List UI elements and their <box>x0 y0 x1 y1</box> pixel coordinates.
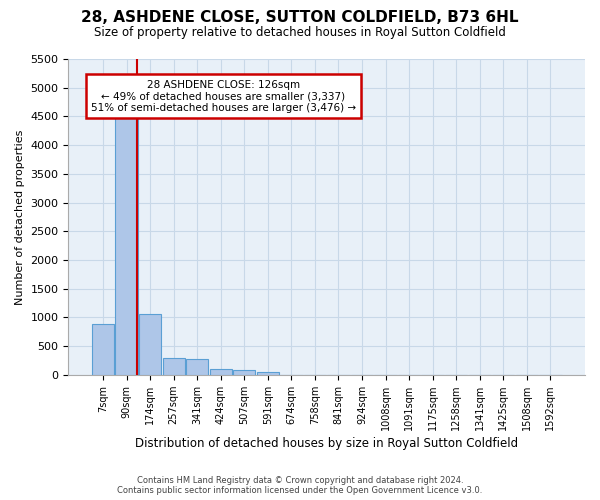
Text: 28, ASHDENE CLOSE, SUTTON COLDFIELD, B73 6HL: 28, ASHDENE CLOSE, SUTTON COLDFIELD, B73… <box>81 10 519 25</box>
Bar <box>233 370 256 375</box>
Bar <box>115 113 138 375</box>
Bar <box>92 324 114 375</box>
Bar <box>163 358 185 375</box>
Bar <box>186 359 208 375</box>
Text: Contains HM Land Registry data © Crown copyright and database right 2024.
Contai: Contains HM Land Registry data © Crown c… <box>118 476 482 495</box>
Text: 28 ASHDENE CLOSE: 126sqm
← 49% of detached houses are smaller (3,337)
51% of sem: 28 ASHDENE CLOSE: 126sqm ← 49% of detach… <box>91 80 356 112</box>
Bar <box>257 372 279 375</box>
Bar <box>139 314 161 375</box>
Text: Size of property relative to detached houses in Royal Sutton Coldfield: Size of property relative to detached ho… <box>94 26 506 39</box>
Bar <box>209 369 232 375</box>
Y-axis label: Number of detached properties: Number of detached properties <box>15 129 25 304</box>
X-axis label: Distribution of detached houses by size in Royal Sutton Coldfield: Distribution of detached houses by size … <box>135 437 518 450</box>
